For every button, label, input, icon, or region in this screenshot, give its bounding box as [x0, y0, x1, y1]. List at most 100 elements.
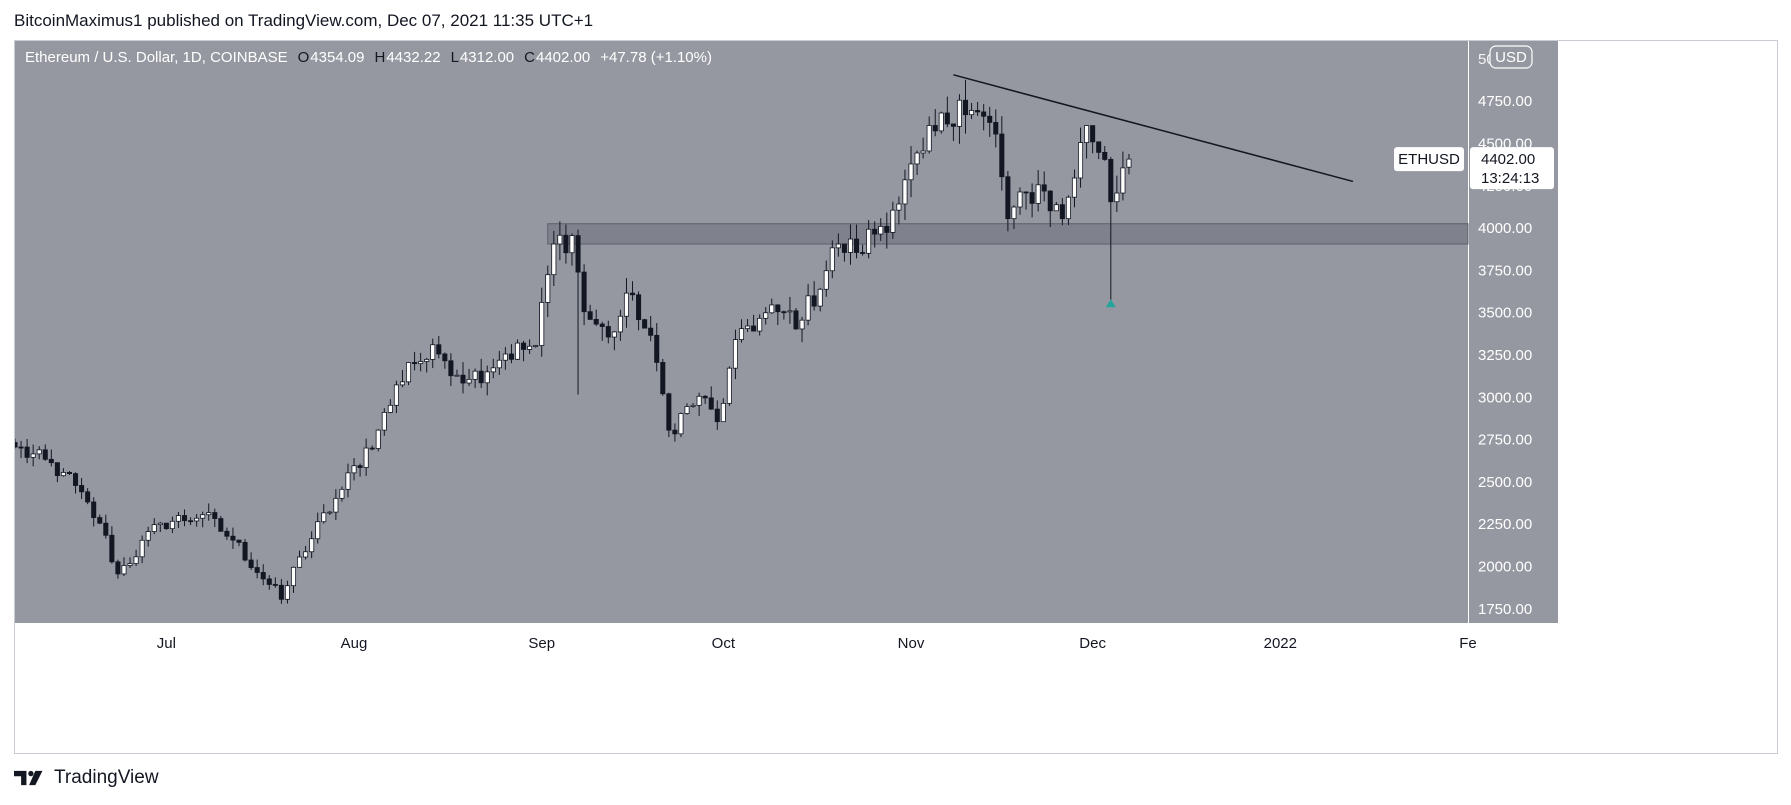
candle[interactable]	[48, 458, 54, 464]
candle[interactable]	[224, 530, 230, 537]
candle[interactable]	[278, 584, 284, 600]
candle[interactable]	[309, 538, 315, 553]
candle[interactable]	[757, 317, 763, 332]
candle[interactable]	[993, 122, 999, 135]
candle[interactable]	[866, 228, 872, 254]
candle[interactable]	[412, 362, 418, 365]
candle[interactable]	[66, 472, 73, 474]
candle[interactable]	[623, 292, 629, 317]
candle[interactable]	[272, 584, 278, 586]
candle[interactable]	[230, 535, 236, 541]
candle[interactable]	[841, 243, 847, 253]
descending-trendline[interactable]	[953, 74, 1354, 183]
candle[interactable]	[188, 520, 194, 523]
candle[interactable]	[496, 359, 502, 369]
candle[interactable]	[97, 517, 103, 524]
candle[interactable]	[829, 247, 835, 272]
candle[interactable]	[872, 228, 878, 235]
candle[interactable]	[593, 318, 599, 325]
candle[interactable]	[793, 310, 799, 330]
candle[interactable]	[406, 362, 412, 383]
candle[interactable]	[654, 334, 660, 363]
candle[interactable]	[424, 358, 430, 362]
candle[interactable]	[472, 370, 478, 380]
candle[interactable]	[381, 412, 387, 431]
candle[interactable]	[1071, 177, 1077, 198]
candle[interactable]	[726, 367, 732, 404]
candle[interactable]	[85, 491, 91, 503]
candle[interactable]	[981, 111, 987, 117]
candle[interactable]	[545, 274, 551, 303]
candle[interactable]	[357, 465, 363, 468]
candle[interactable]	[708, 397, 714, 410]
candle[interactable]	[969, 110, 975, 116]
candle[interactable]	[133, 556, 139, 564]
candle[interactable]	[775, 304, 781, 313]
candle[interactable]	[442, 353, 448, 362]
price-axis[interactable]	[1468, 41, 1558, 623]
candle[interactable]	[890, 209, 896, 233]
candle[interactable]	[805, 295, 811, 321]
candle[interactable]	[617, 315, 623, 333]
candle[interactable]	[15, 442, 18, 448]
candle[interactable]	[430, 344, 436, 360]
candle[interactable]	[436, 344, 442, 355]
candle[interactable]	[484, 371, 490, 384]
candle[interactable]	[751, 325, 757, 332]
candle[interactable]	[678, 413, 684, 435]
candle[interactable]	[333, 497, 339, 513]
candle[interactable]	[163, 522, 169, 530]
candle[interactable]	[1096, 141, 1102, 153]
candle[interactable]	[218, 518, 224, 532]
candle[interactable]	[242, 541, 248, 561]
candle[interactable]	[630, 292, 636, 296]
candle[interactable]	[139, 539, 145, 558]
candle[interactable]	[1065, 196, 1071, 220]
candle[interactable]	[284, 585, 290, 600]
candle[interactable]	[387, 404, 393, 413]
candle[interactable]	[575, 235, 581, 273]
candle[interactable]	[1011, 206, 1017, 220]
candle[interactable]	[926, 125, 932, 152]
candle[interactable]	[200, 514, 206, 519]
candle[interactable]	[1120, 167, 1126, 194]
candle[interactable]	[902, 179, 908, 205]
candle[interactable]	[551, 243, 557, 276]
candle[interactable]	[611, 331, 617, 338]
candle[interactable]	[787, 310, 793, 313]
candle[interactable]	[1047, 190, 1053, 212]
candle[interactable]	[702, 395, 708, 399]
candle[interactable]	[987, 115, 993, 123]
candle[interactable]	[944, 112, 950, 125]
candle[interactable]	[369, 447, 375, 450]
candle[interactable]	[1102, 151, 1108, 160]
candle[interactable]	[581, 271, 587, 313]
candle[interactable]	[290, 566, 297, 587]
candle[interactable]	[91, 501, 97, 518]
candle[interactable]	[599, 323, 605, 327]
candle[interactable]	[835, 243, 841, 249]
candle[interactable]	[720, 402, 726, 423]
candle[interactable]	[351, 465, 357, 474]
candle[interactable]	[175, 515, 181, 522]
candle[interactable]	[339, 488, 345, 499]
candle[interactable]	[636, 294, 642, 321]
candle[interactable]	[781, 311, 787, 314]
candle[interactable]	[1084, 125, 1090, 143]
candle[interactable]	[847, 238, 853, 253]
candle[interactable]	[527, 345, 533, 350]
candle[interactable]	[672, 429, 678, 435]
price-chart[interactable]: 5000.004750.004500.004250.004000.003750.…	[15, 41, 1777, 753]
candle[interactable]	[950, 123, 956, 127]
candle[interactable]	[684, 406, 690, 414]
candle[interactable]	[642, 319, 648, 329]
candle[interactable]	[212, 512, 218, 519]
candle[interactable]	[490, 367, 496, 373]
candle[interactable]	[823, 270, 829, 290]
candle[interactable]	[920, 150, 926, 154]
candle[interactable]	[79, 485, 85, 493]
candle[interactable]	[1059, 204, 1065, 220]
candle[interactable]	[1017, 191, 1023, 208]
candle[interactable]	[884, 226, 890, 233]
candle[interactable]	[763, 312, 769, 319]
